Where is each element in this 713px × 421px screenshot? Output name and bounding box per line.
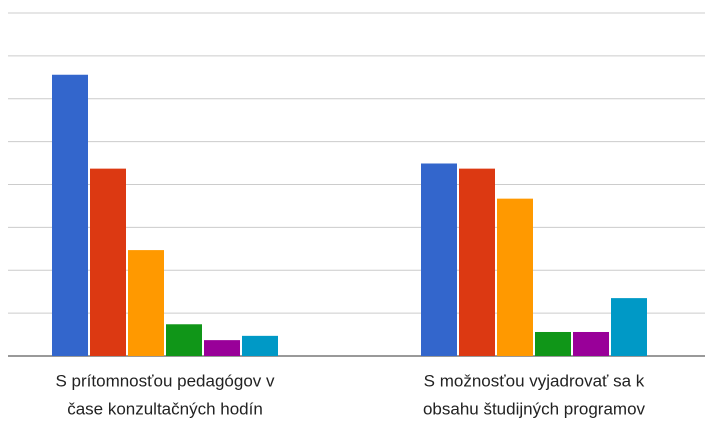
x-tick-label: čase konzultačných hodín <box>67 399 263 418</box>
bar <box>535 331 571 356</box>
bar <box>421 163 457 356</box>
bar <box>90 168 126 356</box>
bar <box>573 331 609 356</box>
x-tick-label: obsahu študijných programov <box>423 399 646 418</box>
x-tick-label: S možnosťou vyjadrovať sa k <box>424 371 645 390</box>
bar <box>166 324 202 356</box>
bar <box>459 168 495 356</box>
bar <box>242 335 278 356</box>
bar <box>52 74 88 357</box>
x-tick-label: S prítomnosťou pedagógov v <box>55 371 275 390</box>
bar <box>128 250 164 356</box>
bar <box>497 198 533 356</box>
bar <box>204 340 240 356</box>
bar <box>611 298 647 356</box>
